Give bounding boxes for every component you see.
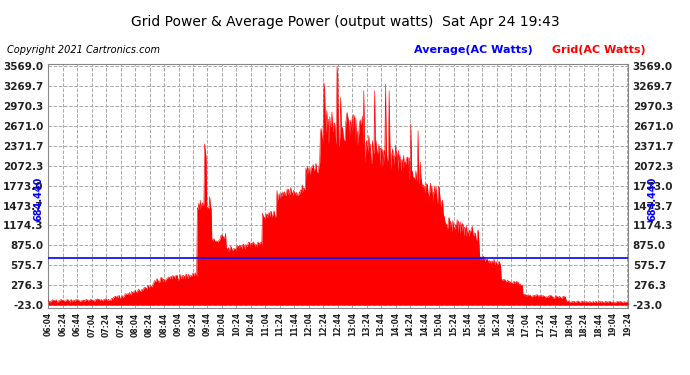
Text: Grid(AC Watts): Grid(AC Watts) [552, 45, 646, 55]
Text: Copyright 2021 Cartronics.com: Copyright 2021 Cartronics.com [7, 45, 160, 55]
Text: Grid Power & Average Power (output watts)  Sat Apr 24 19:43: Grid Power & Average Power (output watts… [130, 15, 560, 29]
Text: 684.440: 684.440 [647, 177, 657, 221]
Text: Average(AC Watts): Average(AC Watts) [414, 45, 533, 55]
Text: 684.440: 684.440 [33, 177, 43, 221]
